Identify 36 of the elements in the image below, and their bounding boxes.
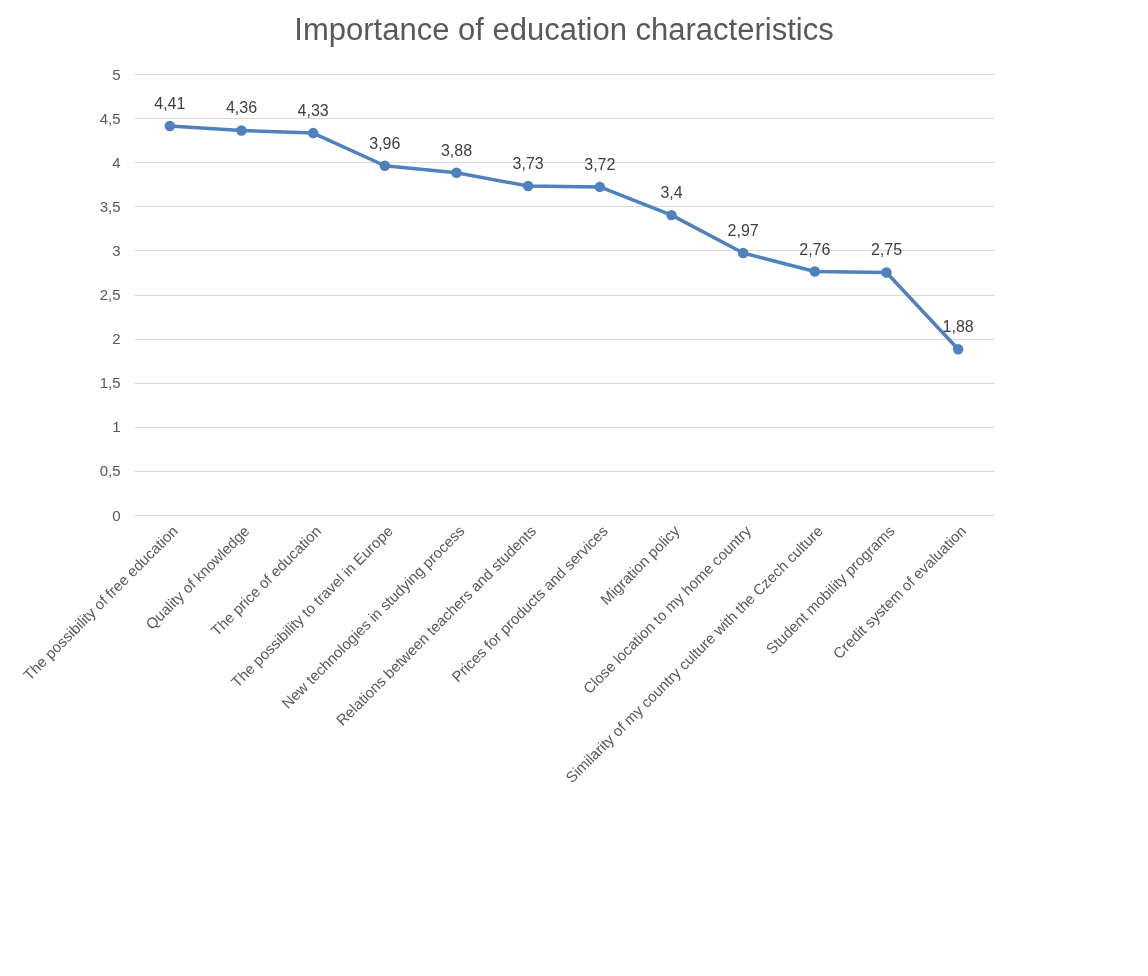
y-tick-label: 3 <box>112 241 121 259</box>
data-label: 3,73 <box>512 155 544 173</box>
y-tick-label: 0,5 <box>99 462 121 480</box>
point <box>164 120 176 132</box>
y-tick-label: 4 <box>112 153 121 171</box>
point <box>881 267 892 278</box>
point <box>809 266 821 277</box>
y-tick-label: 1,5 <box>99 374 121 392</box>
y-tick-label: 0 <box>112 506 121 524</box>
data-label: 2,76 <box>799 240 831 258</box>
chart-title: Importance of education characteristics <box>294 12 834 47</box>
data-label: 4,33 <box>297 102 329 120</box>
data-label: 3,88 <box>440 141 473 159</box>
data-label: 3,4 <box>660 184 683 202</box>
data-label: 2,75 <box>870 241 903 259</box>
y-tick-label: 4,5 <box>99 109 121 127</box>
data-label: 2,97 <box>727 222 759 240</box>
y-tick-label: 3,5 <box>99 197 121 215</box>
y-tick-label: 1 <box>112 418 121 436</box>
point <box>236 125 247 136</box>
y-tick-label: 2,5 <box>99 286 121 303</box>
point <box>737 247 749 259</box>
point <box>522 180 534 192</box>
point <box>307 127 319 139</box>
point <box>451 167 462 179</box>
data-label: 4,41 <box>154 95 186 113</box>
y-tick-label: 2 <box>112 330 121 348</box>
data-label: 3,72 <box>584 155 616 173</box>
y-tick-label: 5 <box>112 65 121 83</box>
point <box>379 160 391 171</box>
data-label: 3,96 <box>369 134 401 152</box>
point <box>666 209 677 221</box>
point <box>594 181 606 193</box>
point <box>952 343 964 355</box>
data-label: 1,88 <box>942 318 974 336</box>
data-label: 4,36 <box>225 99 258 117</box>
